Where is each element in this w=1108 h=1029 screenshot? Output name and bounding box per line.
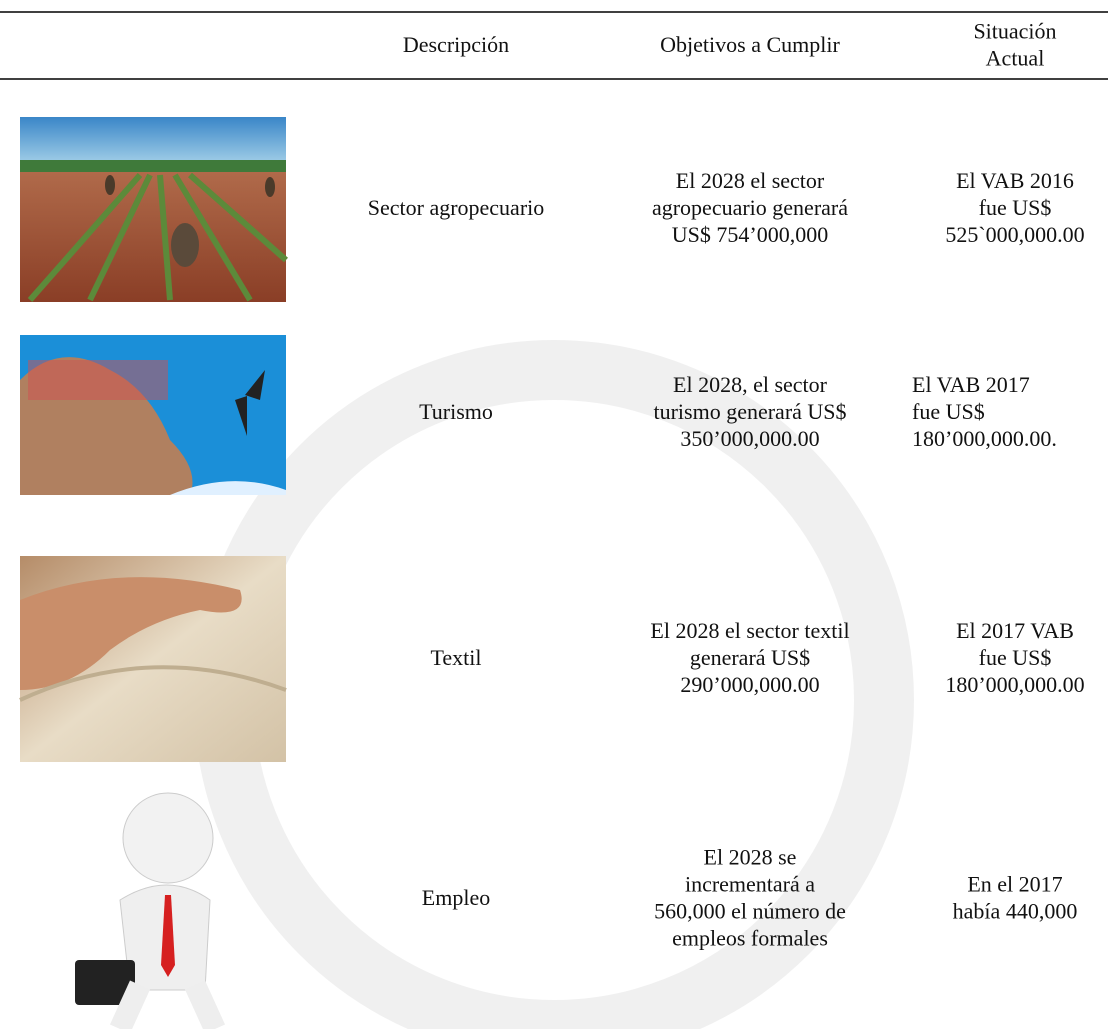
row-objective: El 2028 el sector [676,168,825,193]
row-objective: 560,000 el número de [654,899,846,924]
row-status: 180’000,000.00 [945,672,1084,697]
row-status: fue US$ [979,645,1052,670]
field-image [20,117,288,302]
header-description: Descripción [403,32,509,57]
row-objective: El 2028 el sector textil [650,618,849,643]
row-objective: turismo generará US$ [653,399,846,424]
row-description: Textil [430,645,481,670]
row-objective: El 2028, el sector [673,372,828,397]
row-status: El VAB 2016 [956,168,1074,193]
row-status: 180’000,000.00. [912,426,1057,451]
header-status: Actual [986,46,1045,71]
row-objective: empleos formales [672,926,828,951]
row-objective: US$ 754’000,000 [672,222,828,247]
header-objectives: Objetivos a Cumplir [660,32,840,57]
row-objective: generará US$ [690,645,810,670]
person-figure [75,792,226,1029]
header-status: Situación [973,19,1056,44]
row-objective: incrementará a [685,872,815,897]
row-objective: agropecuario generará [652,195,848,220]
row-status: fue US$ [979,195,1052,220]
row-status: En el 2017 [967,872,1062,897]
row-description: Empleo [422,885,490,910]
row-status: fue US$ [912,399,985,424]
row-status: había 440,000 [953,899,1078,924]
tourism-image [20,335,286,495]
row-objective: 350’000,000.00 [680,426,819,451]
row-status: 525`000,000.00 [945,222,1084,247]
row-status: El 2017 VAB [956,618,1074,643]
row-objective: 290’000,000.00 [680,672,819,697]
textile-image [19,556,287,762]
row-status: El VAB 2017 [912,372,1030,397]
row-description: Sector agropecuario [368,195,545,220]
row-objective: El 2028 se [704,845,797,870]
row-description: Turismo [419,399,493,424]
